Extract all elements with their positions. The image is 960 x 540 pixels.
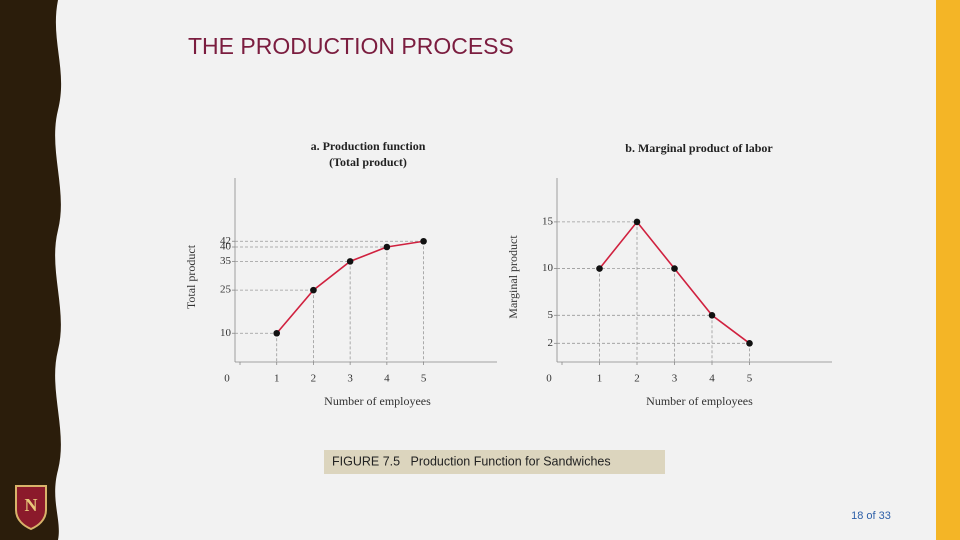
y-tick-label: 15 — [542, 215, 554, 227]
y-tick-label: 25 — [220, 284, 232, 296]
x-tick-label: 5 — [747, 373, 753, 385]
x-tick-label: 2 — [634, 373, 640, 385]
left-band — [0, 0, 62, 540]
x-axis-label: Number of employees — [324, 394, 431, 408]
y-tick-label: 5 — [548, 309, 554, 321]
data-point — [383, 243, 391, 251]
data-point — [420, 237, 427, 245]
data-point — [708, 311, 716, 319]
x-tick-label: 3 — [347, 373, 353, 385]
chart-subtitle: (Total product) — [329, 155, 407, 169]
y-tick-label: 40 — [220, 241, 232, 253]
chart-title: b. Marginal product of labor — [625, 141, 773, 155]
logo — [15, 485, 47, 531]
y-tick-label: 42 — [220, 235, 231, 247]
chart-title: a. Production function — [311, 139, 426, 153]
x-tick-label: 0 — [224, 373, 230, 385]
y-axis-label: Total product — [184, 244, 198, 309]
x-tick-label: 1 — [597, 373, 603, 385]
x-tick-label: 5 — [421, 373, 427, 385]
caption-box — [324, 450, 665, 474]
x-axis-label: Number of employees — [646, 394, 753, 408]
data-point — [633, 218, 641, 226]
x-tick-label: 4 — [709, 373, 715, 385]
slide-title: THE PRODUCTION PROCESS — [188, 33, 514, 59]
x-tick-label: 4 — [384, 373, 390, 385]
x-tick-label: 3 — [672, 373, 678, 385]
x-tick-label: 2 — [311, 373, 317, 385]
y-tick-label: 10 — [542, 262, 554, 274]
data-point — [596, 265, 603, 272]
data-point — [273, 329, 281, 337]
right-band — [936, 0, 960, 540]
page-number: 18 of 33 — [851, 510, 891, 522]
data-point — [671, 265, 678, 272]
caption: FIGURE 7.5 Production Function for Sandw… — [332, 454, 611, 468]
y-tick-label: 10 — [220, 327, 232, 339]
y-tick-label: 35 — [220, 255, 232, 267]
x-tick-label: 0 — [546, 373, 552, 385]
y-tick-label: 2 — [548, 337, 554, 349]
data-point — [746, 340, 753, 347]
y-axis-label: Marginal product — [506, 235, 520, 319]
x-tick-label: 1 — [274, 373, 280, 385]
data-point — [346, 258, 354, 265]
logo-letter: N — [25, 495, 38, 515]
data-point — [310, 286, 317, 294]
